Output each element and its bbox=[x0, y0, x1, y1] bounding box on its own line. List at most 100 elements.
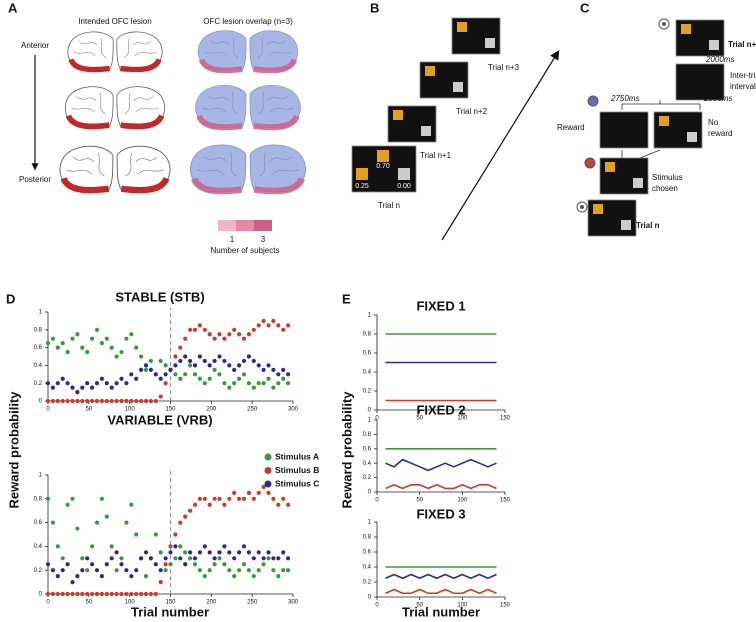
data-point bbox=[109, 398, 114, 404]
data-point bbox=[202, 327, 207, 332]
x-tick-label: 200 bbox=[206, 600, 217, 606]
data-point bbox=[158, 568, 163, 573]
data-point bbox=[153, 398, 158, 404]
data-point bbox=[75, 591, 80, 597]
data-point bbox=[104, 514, 109, 519]
data-point bbox=[109, 556, 114, 561]
scale-swatch bbox=[218, 220, 236, 231]
data-point bbox=[70, 336, 75, 341]
data-point bbox=[212, 358, 217, 364]
data-point bbox=[134, 532, 139, 537]
trial-label: Trial n bbox=[378, 201, 400, 210]
y-tick-label: 0.8 bbox=[363, 432, 372, 438]
data-point bbox=[75, 332, 80, 337]
data-point bbox=[70, 398, 75, 404]
screen bbox=[587, 199, 637, 237]
scale-label: 3 bbox=[261, 235, 266, 244]
data-point bbox=[119, 591, 124, 597]
x-tick-label: 0 bbox=[46, 600, 50, 606]
data-point bbox=[207, 376, 212, 381]
data-point bbox=[281, 376, 286, 381]
value-label: 0.00 bbox=[397, 183, 411, 190]
x-tick-label: 100 bbox=[457, 416, 468, 422]
noreward-label: reward bbox=[708, 129, 732, 138]
y-tick-label: 0.6 bbox=[34, 520, 43, 526]
data-point bbox=[124, 398, 129, 404]
data-point bbox=[168, 367, 173, 372]
data-point bbox=[271, 385, 276, 390]
data-point bbox=[104, 398, 109, 404]
data-point bbox=[114, 381, 119, 386]
data-point bbox=[143, 367, 149, 372]
data-point bbox=[129, 372, 134, 377]
chosen-screen bbox=[599, 157, 649, 195]
y-tick-label: 0.6 bbox=[363, 446, 372, 452]
data-point bbox=[70, 580, 75, 585]
data-point bbox=[197, 354, 202, 359]
brain-overlap bbox=[198, 31, 297, 71]
data-point bbox=[183, 514, 188, 519]
data-point bbox=[153, 562, 158, 567]
y-tick-label: 0 bbox=[39, 592, 43, 598]
data-point bbox=[55, 345, 60, 350]
data-point bbox=[158, 376, 163, 381]
data-point bbox=[90, 385, 95, 390]
data-point bbox=[153, 372, 158, 377]
data-point bbox=[256, 490, 261, 495]
data-point bbox=[90, 562, 95, 567]
data-point bbox=[65, 381, 70, 386]
time-arrow bbox=[441, 49, 560, 241]
scale-swatch bbox=[254, 220, 272, 231]
data-point bbox=[60, 556, 65, 561]
trial-label: Trial n+1 bbox=[728, 40, 756, 49]
data-point bbox=[183, 336, 188, 341]
data-point bbox=[266, 550, 271, 555]
data-point bbox=[192, 562, 198, 567]
x-tick-label: 100 bbox=[457, 603, 468, 609]
x-tick-label: 50 bbox=[416, 498, 423, 504]
screen bbox=[675, 19, 725, 57]
data-point bbox=[232, 556, 237, 561]
data-point bbox=[212, 556, 217, 561]
data-point bbox=[85, 398, 90, 404]
data-point bbox=[173, 556, 178, 561]
data-point bbox=[55, 591, 60, 597]
data-point bbox=[134, 398, 139, 404]
data-point bbox=[286, 381, 291, 386]
stimulus bbox=[356, 168, 368, 180]
trial-label: Trial n bbox=[636, 221, 660, 230]
branch bbox=[621, 149, 661, 159]
data-point bbox=[124, 520, 129, 525]
data-point bbox=[286, 502, 291, 507]
data-point bbox=[222, 502, 227, 507]
data-point bbox=[246, 354, 251, 359]
panel-label: B bbox=[370, 0, 379, 15]
data-point bbox=[246, 568, 251, 573]
data-point bbox=[237, 568, 242, 573]
y-tick-label: 0 bbox=[368, 595, 372, 601]
data-point bbox=[227, 568, 232, 573]
data-point bbox=[148, 398, 153, 404]
data-point bbox=[65, 591, 70, 597]
data-point bbox=[114, 568, 119, 573]
y-tick-label: 1 bbox=[368, 520, 372, 526]
data-point bbox=[212, 562, 217, 567]
data-point bbox=[124, 591, 129, 597]
data-point bbox=[139, 398, 144, 404]
data-point bbox=[202, 544, 207, 549]
y-tick-label: 0.8 bbox=[34, 327, 43, 333]
data-point bbox=[178, 520, 183, 525]
data-point bbox=[188, 358, 193, 364]
chart-title: STABLE (STB) bbox=[115, 289, 204, 304]
data-point bbox=[246, 381, 251, 386]
data-point bbox=[217, 354, 222, 359]
data-point bbox=[178, 544, 183, 549]
reward-icon bbox=[587, 95, 599, 107]
iti-label: interval bbox=[730, 82, 756, 91]
data-point bbox=[90, 591, 95, 597]
series-line bbox=[385, 573, 497, 580]
data-point bbox=[281, 550, 286, 555]
data-point bbox=[99, 376, 104, 381]
data-point bbox=[104, 381, 109, 386]
